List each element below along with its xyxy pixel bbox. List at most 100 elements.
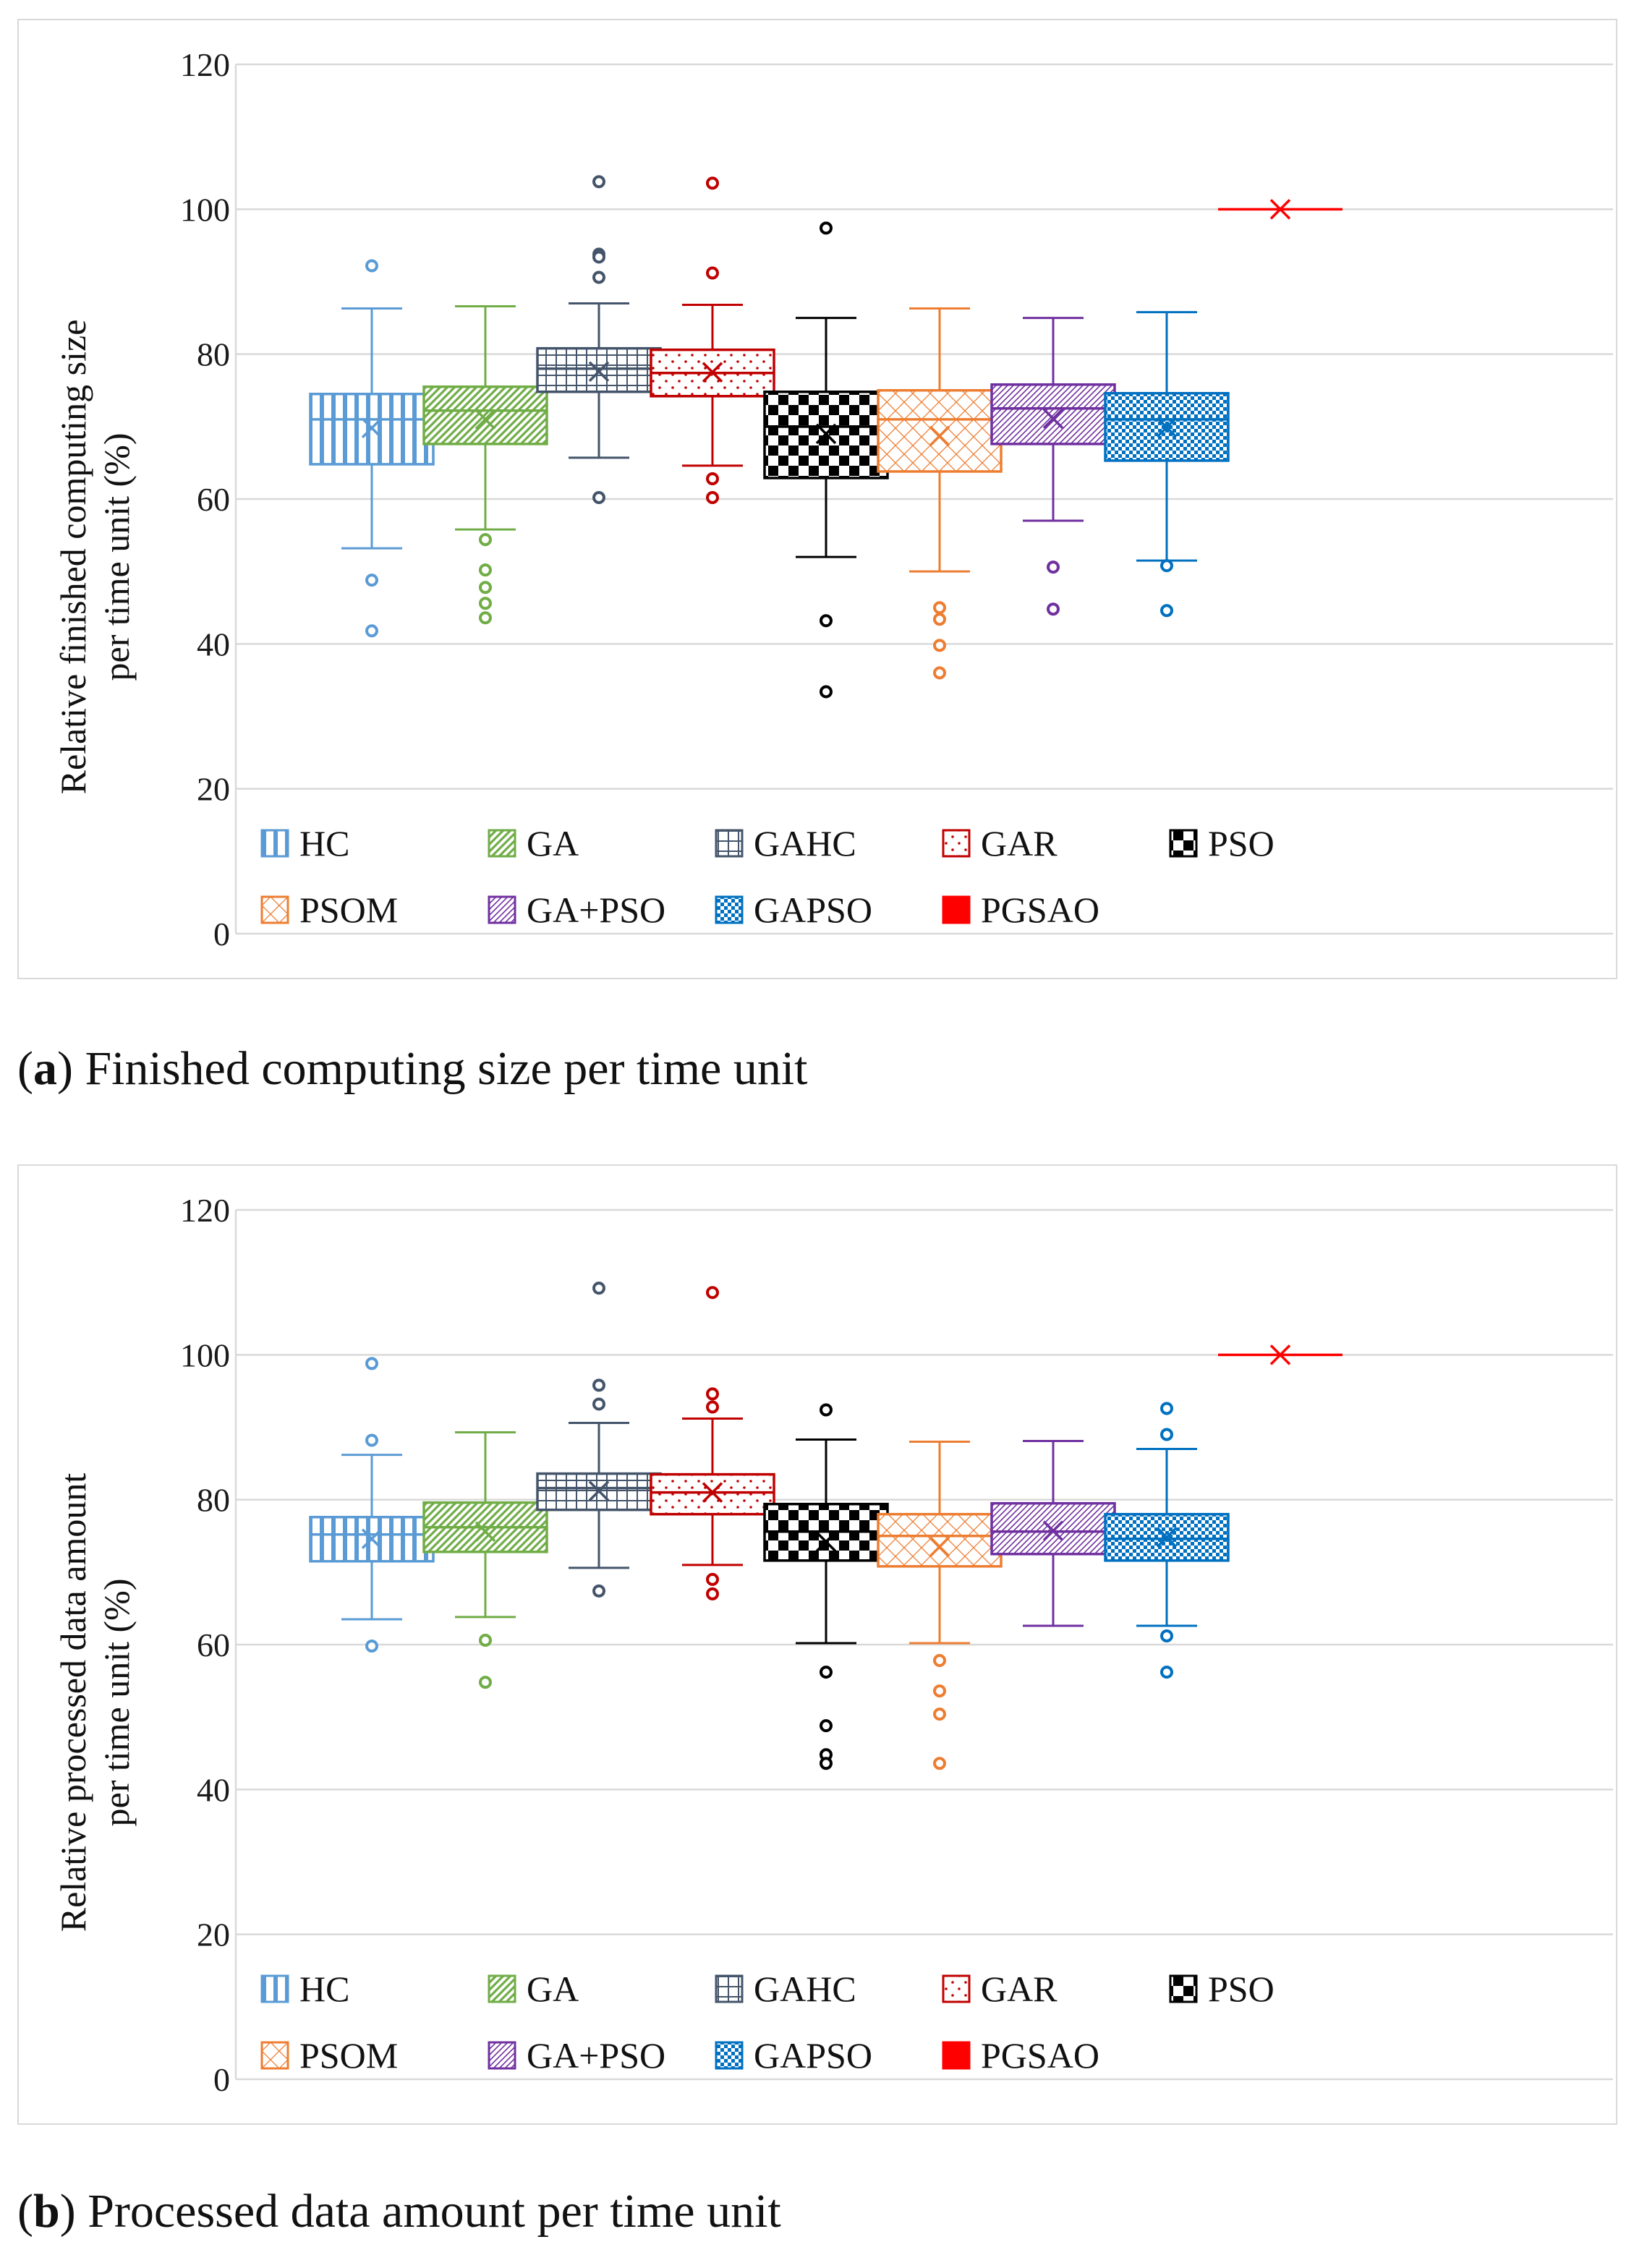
iqr-box [422, 385, 548, 446]
legend-swatch [942, 2041, 971, 2070]
legend-swatch [488, 829, 516, 858]
chart-svg-a: 0 20 40 60 80 100 120 Relative finished computi… [53, 46, 1613, 952]
outlier-point [706, 1400, 719, 1414]
legend-label: GA+PSO [527, 2035, 665, 2076]
legend-swatch [942, 829, 971, 858]
outlier-point [1160, 559, 1173, 573]
box-hc [309, 259, 435, 638]
outlier-point [1160, 1666, 1173, 1679]
outlier-point [479, 1676, 492, 1689]
mean-marker [1269, 199, 1291, 220]
box-pgsao [1218, 199, 1342, 220]
mean-marker [1269, 1344, 1291, 1365]
legend-label: GAPSO [754, 2035, 872, 2076]
legend-label: GAR [981, 1969, 1058, 2009]
box-pgsao [1218, 1344, 1342, 1365]
legend-item-ga-pso: GA+PSO [488, 890, 665, 930]
outlier-point [365, 259, 378, 273]
outlier-point [592, 490, 605, 504]
outlier-point [1160, 604, 1173, 618]
box-gahc [536, 1282, 662, 1598]
y-axis-label: Relative finished computing sizeper time… [53, 320, 137, 795]
iqr-box [990, 383, 1116, 446]
box-psom [877, 307, 1003, 680]
outlier-point [820, 1719, 833, 1733]
outlier-point [933, 666, 946, 680]
chart-panel-a: 0 20 40 60 80 100 120 Relative finished computi… [17, 19, 1617, 979]
y-axis-label-line1: Relative finished computing size [53, 320, 93, 795]
box-ga-pso [990, 317, 1116, 616]
legend-label: GAR [981, 823, 1058, 864]
outlier-point [1160, 1629, 1173, 1642]
iqr-box [650, 1472, 775, 1516]
y-tick-label: 20 [197, 1917, 230, 1953]
outlier-point [706, 1286, 719, 1300]
y-tick-label: 80 [197, 1482, 230, 1519]
outlier-point [592, 175, 605, 189]
caption-a-label: a [33, 1042, 57, 1095]
outlier-point [1160, 1428, 1173, 1441]
mean-marker [475, 409, 496, 430]
outlier-point [1047, 560, 1060, 574]
mean-marker [929, 425, 950, 447]
box-pso [763, 1403, 889, 1770]
outlier-point [706, 472, 719, 485]
caption-a-text: Finished computing size per time unit [85, 1042, 808, 1095]
legend-swatch [1169, 1974, 1198, 2003]
mean-marker [1156, 1527, 1178, 1548]
legend-swatch [260, 829, 289, 858]
legend-swatch [488, 2041, 516, 2070]
mean-marker [1042, 408, 1064, 430]
box-gapso [1104, 1402, 1230, 1679]
outlier-point [706, 266, 719, 280]
outlier-point [592, 250, 605, 264]
caption-a: (a) Finished computing size per time uni… [17, 1042, 808, 1095]
outlier-point [706, 1572, 719, 1586]
outlier-point [479, 581, 492, 594]
y-tick-label: 80 [197, 336, 230, 373]
outlier-point [820, 614, 833, 628]
box-gar [650, 1286, 775, 1600]
outlier-point [933, 1684, 946, 1698]
legend-label: PGSAO [981, 890, 1099, 930]
mean-marker [815, 423, 837, 445]
legend-item-psom: PSOM [260, 890, 398, 930]
legend-label: PGSAO [981, 2035, 1099, 2076]
outlier-point [365, 1433, 378, 1447]
outlier-point [933, 1757, 946, 1770]
y-tick-label: 20 [197, 771, 230, 808]
box-pso [763, 221, 889, 699]
y-tick-label: 60 [197, 1627, 230, 1663]
outlier-point [820, 685, 833, 699]
outlier-point [479, 563, 492, 577]
outlier-point [365, 574, 378, 587]
outlier-point [1160, 1402, 1173, 1415]
mean-marker [361, 1528, 383, 1549]
legend-item-gar: GAR [942, 1969, 1058, 2009]
box-gar [650, 176, 775, 504]
legend-item-psom: PSOM [260, 2035, 398, 2076]
legend-swatch [715, 829, 744, 858]
iqr-box [990, 1501, 1116, 1556]
y-axis-label-line1: Relative processed data amount [53, 1473, 93, 1932]
legend-swatch [260, 895, 289, 924]
y-tick-label: 100 [180, 191, 230, 228]
outlier-point [933, 1654, 946, 1668]
legend-item-ga-pso: GA+PSO [488, 2035, 665, 2076]
legend-item-gapso: GAPSO [715, 2035, 872, 2076]
legend-item-gahc: GAHC [715, 823, 856, 864]
mean-marker [702, 362, 723, 383]
legend-swatch [488, 1974, 516, 2003]
y-tick-label: 0 [213, 2061, 230, 2098]
mean-marker [1042, 1520, 1064, 1541]
caption-b-text: Processed data amount per time unit [88, 2185, 781, 2238]
outlier-point [365, 1357, 378, 1370]
outlier-point [820, 1403, 833, 1417]
caption-b: (b) Processed data amount per time unit [17, 2185, 781, 2238]
legend-item-gahc: GAHC [715, 1969, 856, 2009]
chart-panel-b: 0 20 40 60 80 100 120 Relative processed data a… [17, 1164, 1617, 2125]
outlier-point [479, 1633, 492, 1647]
y-axis-label-line2: per time unit (%) [96, 1579, 137, 1827]
y-tick-label: 40 [197, 1771, 230, 1808]
legend-label: GAHC [754, 823, 856, 864]
